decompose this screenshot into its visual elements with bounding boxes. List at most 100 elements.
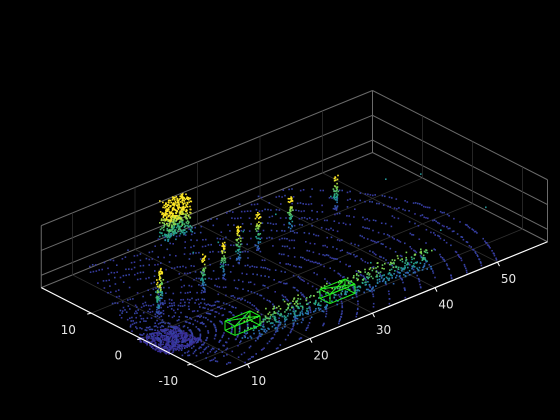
lidar-point	[294, 316, 297, 318]
lidar-point	[179, 302, 182, 304]
lidar-point	[193, 245, 195, 247]
lidar-point	[154, 341, 157, 344]
lidar-point	[185, 209, 188, 211]
lidar-point	[148, 337, 150, 340]
lidar-point	[410, 261, 413, 264]
lidar-point	[190, 331, 193, 334]
lidar-point	[179, 305, 182, 307]
lidar-point	[190, 341, 193, 344]
lidar-point	[204, 283, 207, 286]
lidar-point	[233, 224, 235, 226]
lidar-point	[297, 294, 299, 296]
lidar-point	[208, 277, 210, 280]
lidar-point	[177, 308, 179, 311]
lidar-point	[163, 335, 165, 337]
lidar-point	[348, 265, 350, 268]
lidar-point	[283, 282, 285, 285]
lidar-point	[257, 249, 260, 251]
lidar-point	[336, 239, 339, 241]
lidar-point	[221, 321, 223, 324]
lidar-point	[453, 230, 455, 232]
lidar-point	[166, 248, 169, 251]
lidar-point	[298, 307, 300, 310]
lidar-point	[298, 266, 301, 268]
lidar-point	[133, 261, 136, 263]
lidar-point	[269, 322, 272, 325]
lidar-point	[271, 215, 274, 218]
lidar-point	[417, 225, 420, 227]
lidar-point	[179, 291, 182, 294]
lidar-point	[256, 266, 258, 268]
lidar-point	[203, 270, 205, 273]
lidar-point	[203, 302, 206, 305]
lidar-point	[336, 206, 339, 208]
lidar-point	[403, 268, 405, 271]
lidar-point	[270, 338, 273, 340]
lidar-point	[161, 272, 163, 275]
lidar-point	[103, 261, 106, 264]
lidar-point	[400, 278, 403, 280]
lidar-point	[188, 221, 190, 224]
lidar-point	[408, 264, 411, 266]
lidar-point	[181, 221, 184, 223]
lidar-point	[178, 205, 180, 207]
lidar-point	[264, 275, 266, 277]
lidar-point	[169, 199, 172, 202]
lidar-point	[191, 231, 194, 233]
lidar-point	[177, 208, 180, 211]
lidar-point	[258, 237, 260, 240]
lidar-point	[384, 195, 386, 198]
lidar-point	[209, 313, 212, 315]
lidar-point	[324, 244, 326, 247]
lidar-point	[328, 197, 331, 199]
lidar-point	[257, 195, 260, 198]
lidar-point	[194, 319, 196, 322]
lidar-point	[171, 342, 173, 344]
lidar-point	[296, 202, 299, 205]
lidar-point	[257, 336, 259, 339]
lidar-point	[338, 281, 340, 284]
lidar-point	[169, 336, 171, 338]
lidar-point	[241, 337, 244, 339]
lidar-point	[162, 321, 165, 324]
lidar-point	[260, 196, 263, 199]
lidar-point	[341, 290, 344, 292]
lidar-point	[308, 250, 311, 252]
lidar-point	[199, 352, 202, 354]
lidar-point	[184, 206, 187, 209]
lidar-point	[183, 339, 186, 341]
lidar-point	[311, 218, 314, 221]
lidar-point	[175, 219, 178, 221]
lidar-point	[165, 347, 167, 349]
lidar-point	[164, 328, 167, 331]
lidar-point	[463, 263, 466, 266]
lidar-point	[221, 242, 224, 245]
lidar-point	[293, 298, 295, 300]
lidar-point	[181, 336, 184, 339]
lidar-point	[359, 192, 362, 194]
lidar-point	[165, 218, 168, 220]
lidar-point	[189, 343, 192, 345]
lidar-point	[296, 322, 299, 325]
lidar-point	[172, 336, 175, 339]
lidar-point	[182, 203, 185, 206]
x-tick-mark	[372, 312, 375, 318]
lidar-point	[341, 239, 343, 241]
lidar-point	[290, 217, 292, 220]
lidar-point	[334, 179, 337, 181]
lidar-point	[441, 257, 444, 259]
lidar-point	[314, 300, 317, 303]
lidar-point	[362, 226, 364, 228]
lidar-point	[348, 215, 350, 217]
lidar-point	[349, 282, 352, 285]
lidar-point	[440, 256, 442, 258]
lidar-point	[493, 254, 496, 257]
lidar-point	[283, 223, 285, 226]
lidar-point	[210, 305, 213, 307]
lidar-point	[189, 197, 192, 200]
lidar-point	[291, 215, 294, 218]
x-tick-mark	[247, 363, 250, 369]
lidar-point	[165, 352, 168, 355]
lidar-point	[349, 265, 351, 267]
lidar-point	[163, 300, 166, 302]
